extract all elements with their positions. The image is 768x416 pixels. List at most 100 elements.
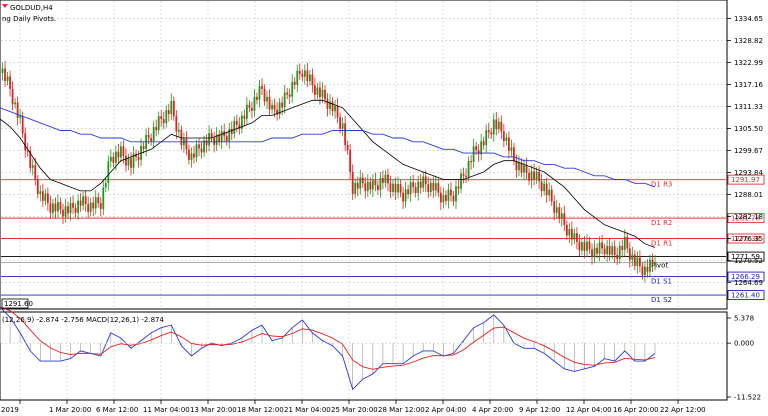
candle-body — [462, 173, 465, 176]
candle-body — [162, 119, 165, 124]
left-price-text: 1291.60 — [4, 300, 33, 308]
candle-body — [72, 202, 74, 208]
candle-body — [258, 85, 261, 100]
pivot-name: D1 R1 — [651, 240, 672, 248]
chart-title: GOLDUD,H4 — [10, 4, 53, 12]
candle-body — [198, 144, 200, 149]
candle-body — [62, 209, 64, 217]
price-tick-label: 1305.50 — [734, 125, 763, 133]
candle-body — [41, 191, 44, 201]
candle-body — [371, 180, 374, 190]
price-tick-label: 1288.01 — [734, 191, 763, 199]
candle-body — [230, 128, 233, 134]
candle-body — [344, 123, 347, 146]
candle-body — [364, 183, 367, 192]
candle-body — [346, 145, 349, 151]
candle-body — [324, 89, 326, 100]
candle-body — [361, 177, 364, 184]
candle-body — [608, 245, 611, 255]
grid-lines — [1, 1, 726, 399]
candle-body — [261, 85, 263, 89]
candle-body — [555, 207, 558, 213]
candle-body — [319, 87, 321, 98]
candle-body — [502, 131, 505, 142]
candle-body — [500, 121, 503, 132]
candle-body — [9, 76, 11, 89]
candle-body — [99, 203, 102, 209]
candle-body — [132, 153, 135, 168]
candle-body — [185, 138, 188, 150]
candle-body — [271, 104, 273, 110]
candle-body — [518, 162, 520, 171]
candle-body — [200, 148, 203, 153]
ma-fast-line — [0, 99, 656, 248]
candle-body — [644, 266, 646, 276]
candle-body — [437, 183, 440, 193]
candle-body — [356, 182, 359, 189]
candle-body — [545, 183, 548, 196]
candle-body — [87, 204, 90, 212]
candle-body — [359, 177, 362, 189]
candle-body — [137, 156, 140, 160]
candle-body — [472, 146, 475, 163]
pivot-name: Pivot — [651, 262, 668, 270]
candle-body — [510, 147, 513, 151]
pivot-price-box — [727, 174, 765, 185]
candle-body — [122, 146, 125, 156]
candle-body — [548, 189, 551, 196]
candle-body — [180, 129, 183, 146]
candle-body — [392, 183, 394, 192]
candle-body — [525, 165, 528, 173]
candle-body — [422, 176, 425, 188]
candle-body — [74, 207, 77, 213]
candle-body — [651, 259, 654, 265]
candle-body — [26, 150, 29, 152]
candle-body — [528, 172, 530, 181]
candle-body — [588, 241, 591, 250]
candle-body — [233, 120, 236, 134]
macd-panel[interactable] — [0, 311, 728, 401]
candle-body — [331, 101, 334, 112]
pivot-price-text: 1261.40 — [731, 292, 760, 300]
candle-body — [563, 213, 566, 225]
candle-body — [409, 182, 412, 195]
candle-body — [266, 96, 268, 102]
candle-body — [374, 180, 377, 186]
price-tick-label: 1270.52 — [734, 257, 763, 265]
candle-body — [288, 94, 291, 97]
candle-body — [316, 87, 319, 95]
time-tick-label: 12 Apr 04:00 — [566, 406, 612, 414]
candle-body — [19, 116, 22, 118]
candle-body — [613, 246, 616, 256]
candle-body — [412, 182, 415, 188]
candle-body — [107, 161, 110, 183]
candle-body — [611, 246, 614, 255]
pivot-price-text: 1291.97 — [731, 176, 760, 184]
candle-body — [565, 224, 568, 236]
candle-body — [568, 228, 571, 236]
candle-body — [538, 171, 541, 182]
candle-body — [167, 110, 170, 115]
candle-body — [268, 96, 271, 110]
pivot-lines: D1 R3 1291.97 D1 R2 1281.78 D1 R1 1276.38 Pivo… — [1, 174, 765, 304]
candle-body — [495, 119, 498, 130]
candle-body — [14, 102, 17, 105]
candle-body — [492, 119, 495, 135]
candle-body — [467, 161, 470, 177]
candle-body — [240, 115, 243, 129]
time-tick-label: 2019 — [1, 406, 19, 414]
candle-body — [628, 248, 631, 260]
moving-averages — [0, 99, 656, 248]
price-tick-label: 1293.84 — [734, 169, 763, 177]
candle-body — [384, 174, 387, 183]
candle-body — [89, 202, 92, 212]
candle-body — [578, 241, 581, 251]
candle-body — [601, 242, 603, 249]
candle-body — [215, 134, 218, 145]
pivot-price-text: 1266.29 — [731, 273, 760, 281]
pivot-price-text: 1281.78 — [731, 215, 760, 223]
candle-body — [251, 107, 253, 111]
candle-body — [560, 213, 563, 219]
time-tick-label: 13 Mar 20:00 — [190, 406, 237, 414]
